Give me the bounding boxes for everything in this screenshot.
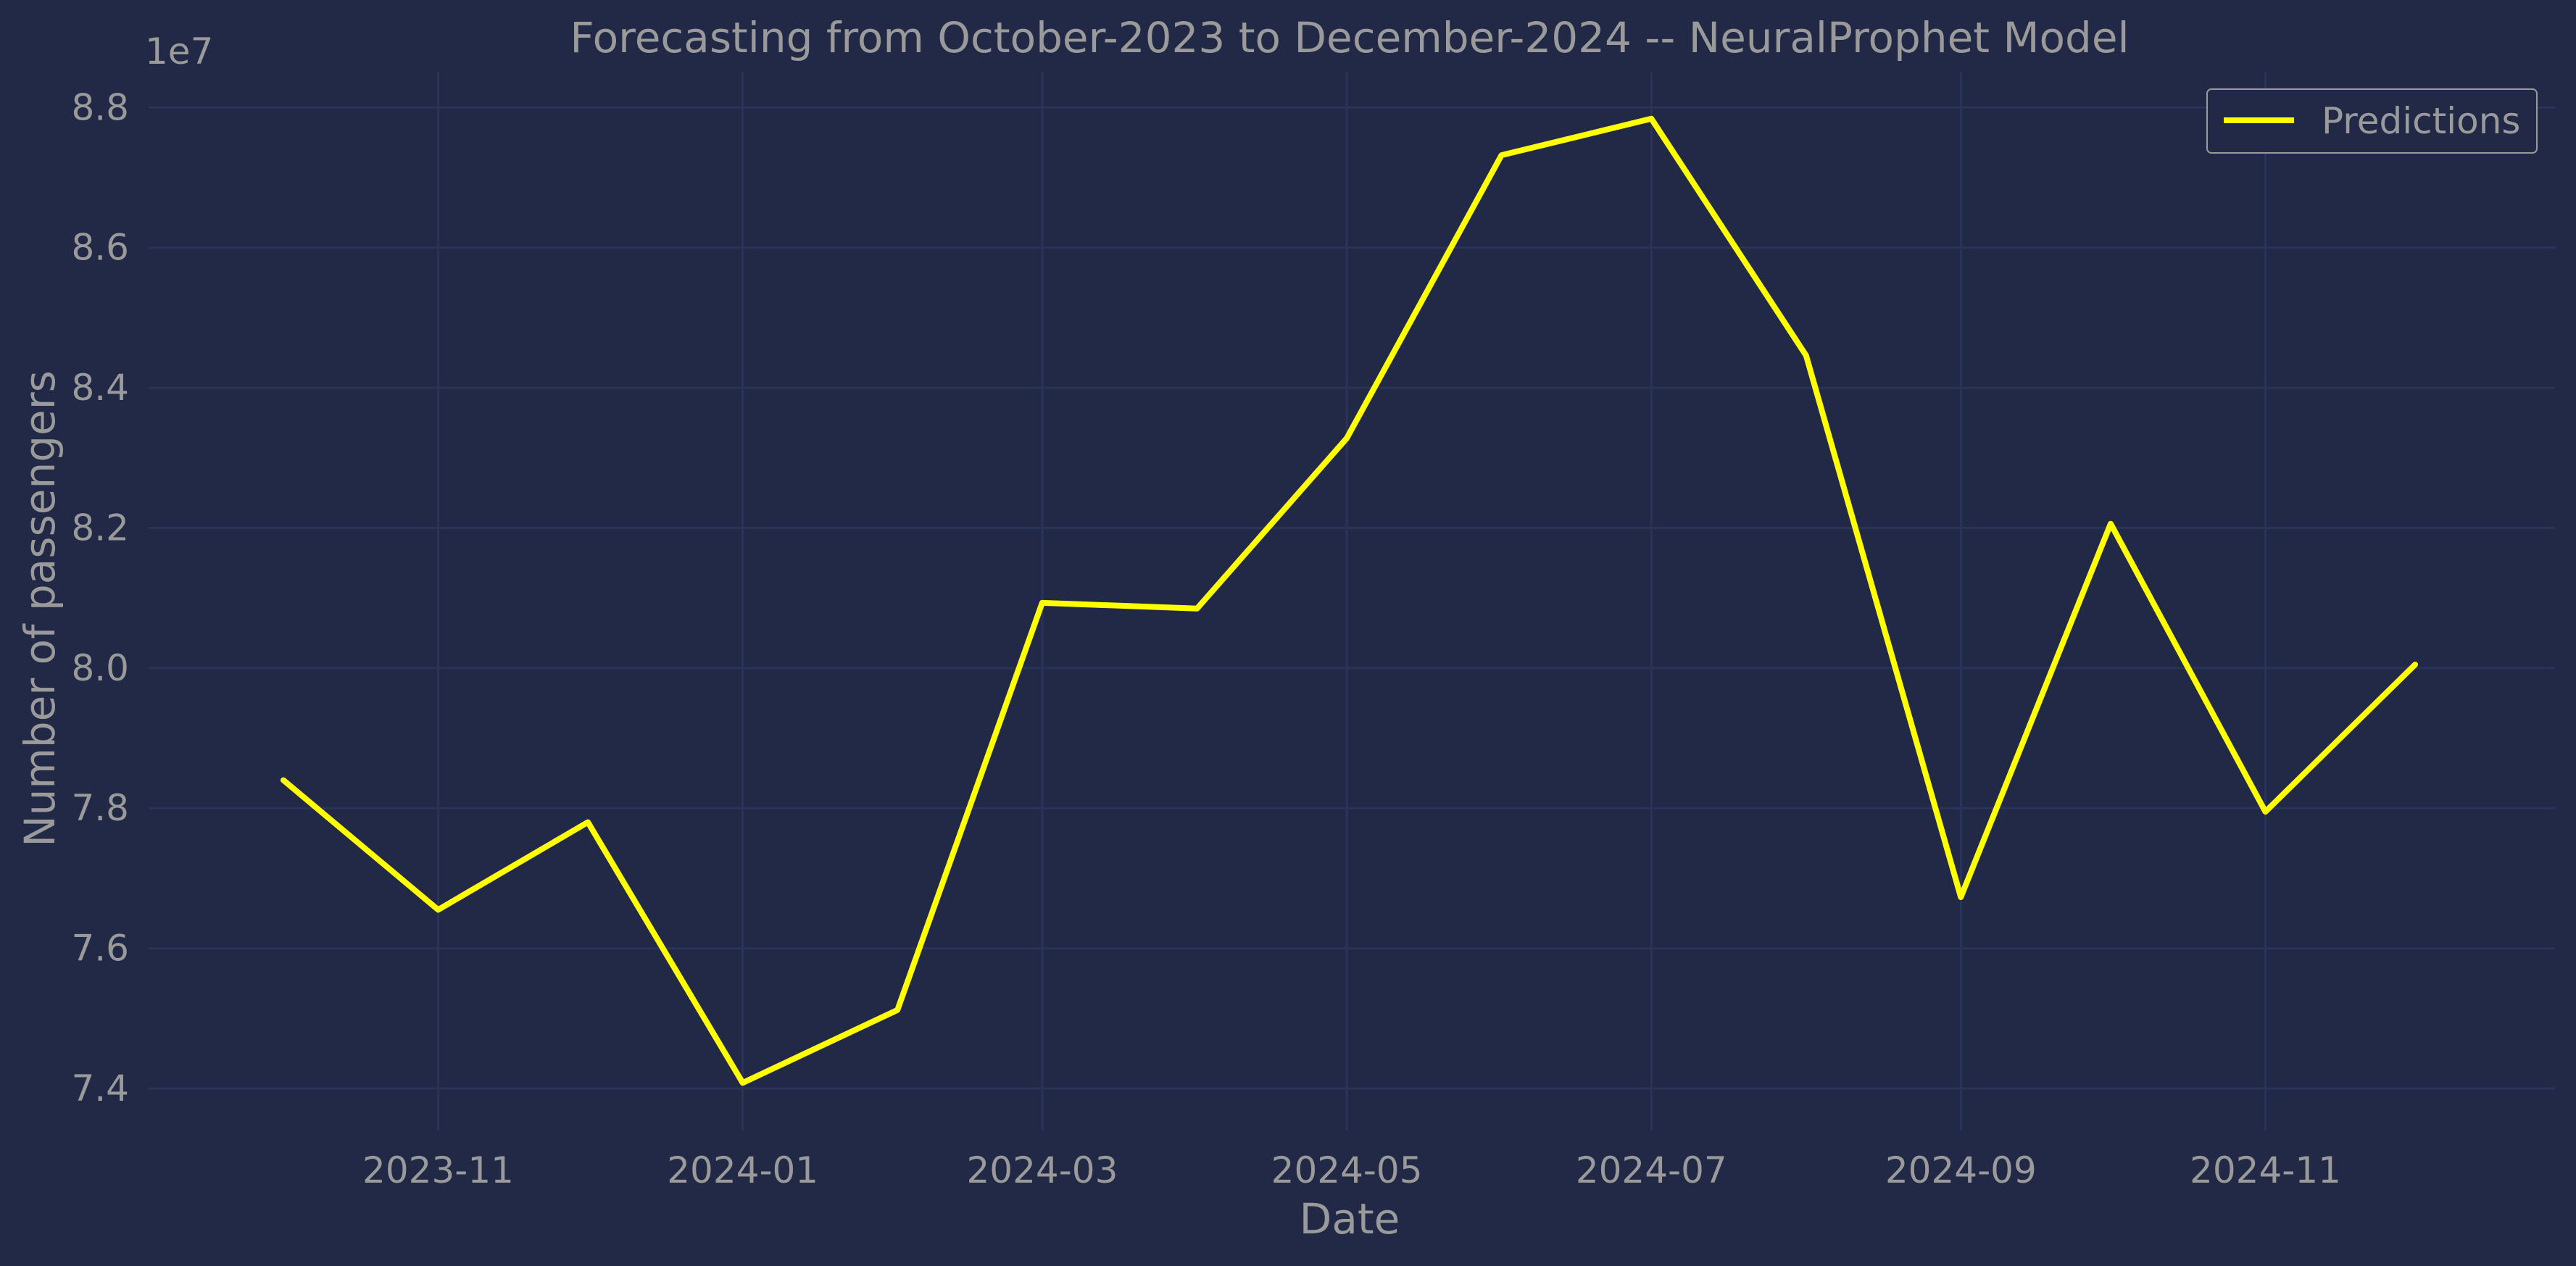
grid: [149, 72, 2555, 1130]
x-axis-ticks: 2023-11 2024-01 2024-03 2024-05 2024-07 2024-…: [362, 1149, 2341, 1191]
x-tick-label: 2024-01: [667, 1149, 818, 1191]
y-tick-label: 8.4: [71, 367, 129, 409]
y-axis-ticks: 7.4 7.6 7.8 8.0 8.2 8.4 8.6 8.8: [71, 86, 129, 1109]
series-line-predictions: [281, 115, 2419, 1086]
y-tick-label: 8.0: [71, 647, 129, 689]
y-tick-label: 8.6: [71, 227, 129, 269]
y-tick-label: 7.4: [71, 1067, 129, 1109]
x-tick-label: 2024-07: [1576, 1149, 1727, 1191]
x-tick-label: 2023-11: [362, 1149, 514, 1191]
y-axis-label: Number of passengers: [15, 370, 65, 847]
x-tick-label: 2024-09: [1885, 1149, 2037, 1191]
x-tick-label: 2024-11: [2190, 1149, 2341, 1191]
chart-title: Forecasting from October-2023 to Decembe…: [570, 13, 2129, 62]
y-tick-label: 8.8: [71, 86, 129, 128]
x-tick-label: 2024-05: [1271, 1149, 1423, 1191]
x-tick-label: 2024-03: [966, 1149, 1118, 1191]
y-tick-label: 7.6: [71, 928, 129, 970]
y-tick-label: 8.2: [71, 507, 129, 549]
legend-label: Predictions: [2322, 100, 2520, 142]
legend-frame: [2206, 88, 2538, 154]
series-group: [281, 115, 2419, 1086]
legend: Predictions: [2206, 88, 2538, 154]
y-offset-label: 1e7: [145, 30, 213, 72]
y-tick-label: 7.8: [71, 787, 129, 829]
x-axis-label: Date: [1300, 1194, 1400, 1244]
